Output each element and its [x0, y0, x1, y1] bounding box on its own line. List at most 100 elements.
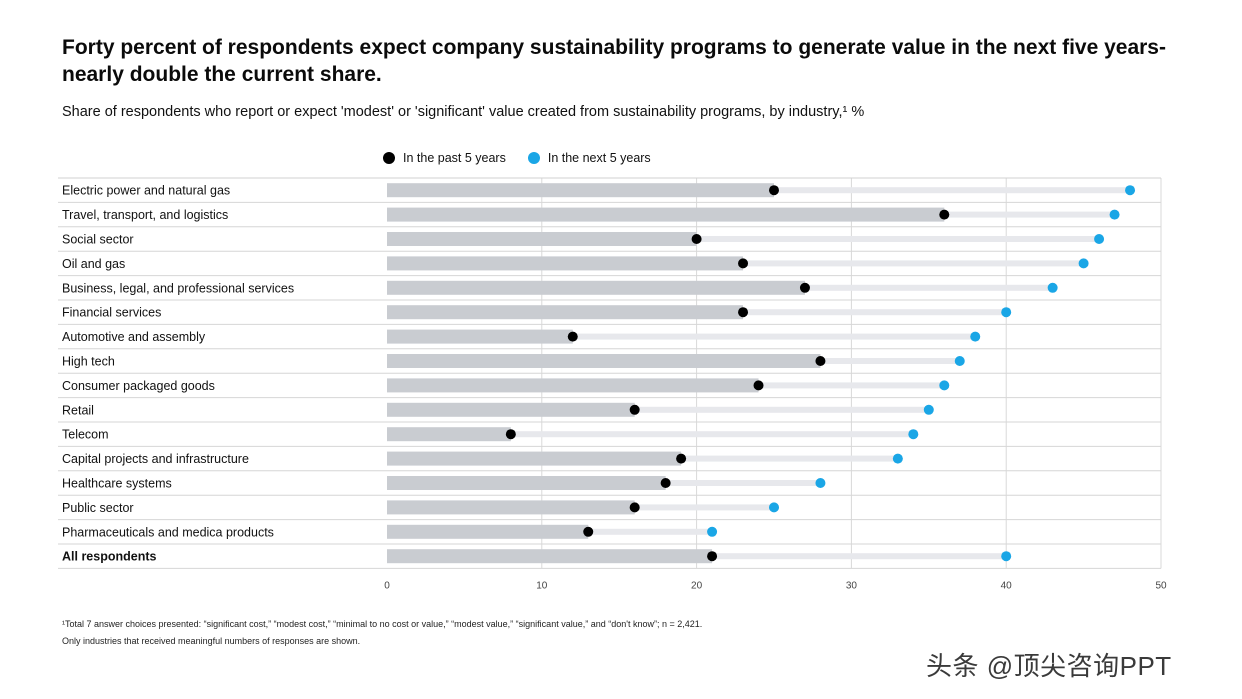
- past-dot: [939, 209, 950, 220]
- past-dot: [707, 551, 718, 562]
- range-track: [681, 455, 898, 462]
- past-bar: [387, 378, 759, 393]
- next-dot: [1001, 307, 1012, 318]
- category-label: Healthcare systems: [62, 477, 172, 491]
- category-label: Financial services: [62, 306, 161, 320]
- x-tick-label: 40: [1001, 580, 1013, 591]
- past-dot: [660, 478, 671, 488]
- legend-dot-past-icon: [383, 152, 395, 164]
- dumbbell-chart: Electric power and natural gas Travel, tr…: [58, 177, 1167, 591]
- past-dot: [769, 185, 779, 196]
- range-track: [774, 187, 1131, 194]
- x-tick-label: 20: [691, 580, 703, 591]
- chart-subtitle: Share of respondents who report or expec…: [62, 104, 865, 120]
- next-dot: [1047, 282, 1058, 293]
- category-label: Electric power and natural gas: [62, 184, 230, 198]
- footnote-line-1: ¹Total 7 answer choices presented: “sign…: [62, 619, 703, 629]
- x-tick-label: 30: [846, 580, 858, 591]
- next-dot: [1001, 551, 1012, 562]
- category-label: Consumer packaged goods: [62, 379, 215, 393]
- next-dot: [1094, 234, 1105, 244]
- past-dot: [691, 234, 702, 244]
- next-dot: [939, 380, 950, 391]
- next-dot: [970, 331, 981, 342]
- past-dot: [815, 356, 826, 366]
- next-dot: [1125, 185, 1136, 196]
- past-bar: [387, 451, 682, 466]
- past-bar: [387, 207, 945, 222]
- next-dot: [769, 502, 779, 513]
- past-dot: [799, 282, 810, 293]
- past-dot: [629, 502, 640, 513]
- next-dot: [892, 453, 903, 464]
- range-track: [510, 431, 914, 438]
- category-label: High tech: [62, 355, 115, 369]
- legend-label-past: In the past 5 years: [403, 151, 506, 165]
- range-track: [696, 236, 1100, 242]
- x-tick-label: 0: [384, 580, 390, 591]
- range-track: [758, 382, 945, 389]
- category-label: Telecom: [62, 428, 109, 442]
- category-label: Travel, transport, and logistics: [62, 208, 228, 222]
- chart-legend: In the past 5 years In the next 5 years: [383, 151, 673, 165]
- past-bar: [387, 232, 697, 246]
- next-dot: [1109, 209, 1120, 220]
- range-track: [712, 553, 1007, 560]
- watermark: 头条 @顶尖咨询PPT: [926, 651, 1172, 681]
- range-track: [665, 480, 821, 486]
- footnote-line-2: Only industries that received meaningful…: [62, 636, 361, 646]
- past-bar: [387, 524, 589, 539]
- past-dot: [676, 453, 687, 464]
- range-track: [820, 358, 960, 364]
- range-track: [944, 211, 1115, 218]
- category-label: Oil and gas: [62, 257, 125, 271]
- past-dot: [567, 331, 578, 342]
- range-track: [804, 284, 1053, 291]
- past-dot: [583, 526, 594, 537]
- category-label: Pharmaceuticals and medica products: [62, 525, 274, 539]
- past-bar: [387, 354, 821, 368]
- category-label: Public sector: [62, 501, 134, 515]
- past-dot: [629, 404, 640, 415]
- past-bar: [387, 183, 774, 198]
- range-track: [634, 504, 774, 511]
- category-label: Retail: [62, 403, 94, 417]
- next-dot: [923, 404, 934, 415]
- category-label: Automotive and assembly: [62, 330, 206, 344]
- range-track: [572, 333, 976, 340]
- past-bar: [387, 305, 744, 320]
- range-track: [743, 260, 1084, 267]
- next-dot: [707, 526, 718, 537]
- category-label: Social sector: [62, 233, 134, 247]
- legend-item-next: In the next 5 years: [527, 151, 651, 165]
- x-tick-label: 10: [536, 580, 548, 591]
- past-bar: [387, 402, 635, 417]
- next-dot: [1078, 258, 1089, 269]
- legend-item-past: In the past 5 years: [383, 151, 506, 165]
- category-label: Business, legal, and professional servic…: [62, 281, 294, 295]
- past-bar: [387, 329, 573, 344]
- range-track: [588, 528, 713, 535]
- legend-dot-next-icon: [527, 152, 540, 164]
- past-bar: [387, 476, 666, 490]
- category-label: Capital projects and infrastructure: [62, 452, 249, 466]
- past-bar: [387, 280, 805, 295]
- legend-label-next: In the next 5 years: [547, 151, 651, 165]
- chart-title: Forty percent of respondents expect comp…: [62, 36, 1166, 86]
- next-dot: [908, 429, 919, 440]
- range-track: [634, 406, 929, 413]
- category-label: All respondents: [62, 550, 157, 564]
- past-dot: [738, 307, 749, 318]
- past-bar: [387, 549, 713, 564]
- next-dot: [815, 478, 826, 488]
- past-bar: [387, 427, 511, 442]
- footnote: ¹Total 7 answer choices presented: “sign…: [62, 616, 702, 650]
- past-bar: [387, 500, 635, 515]
- past-bar: [387, 256, 744, 271]
- x-tick-label: 50: [1155, 580, 1167, 591]
- range-track: [743, 309, 1007, 316]
- past-dot: [753, 380, 764, 391]
- next-dot: [954, 356, 965, 366]
- past-dot: [738, 258, 749, 269]
- past-dot: [505, 429, 516, 440]
